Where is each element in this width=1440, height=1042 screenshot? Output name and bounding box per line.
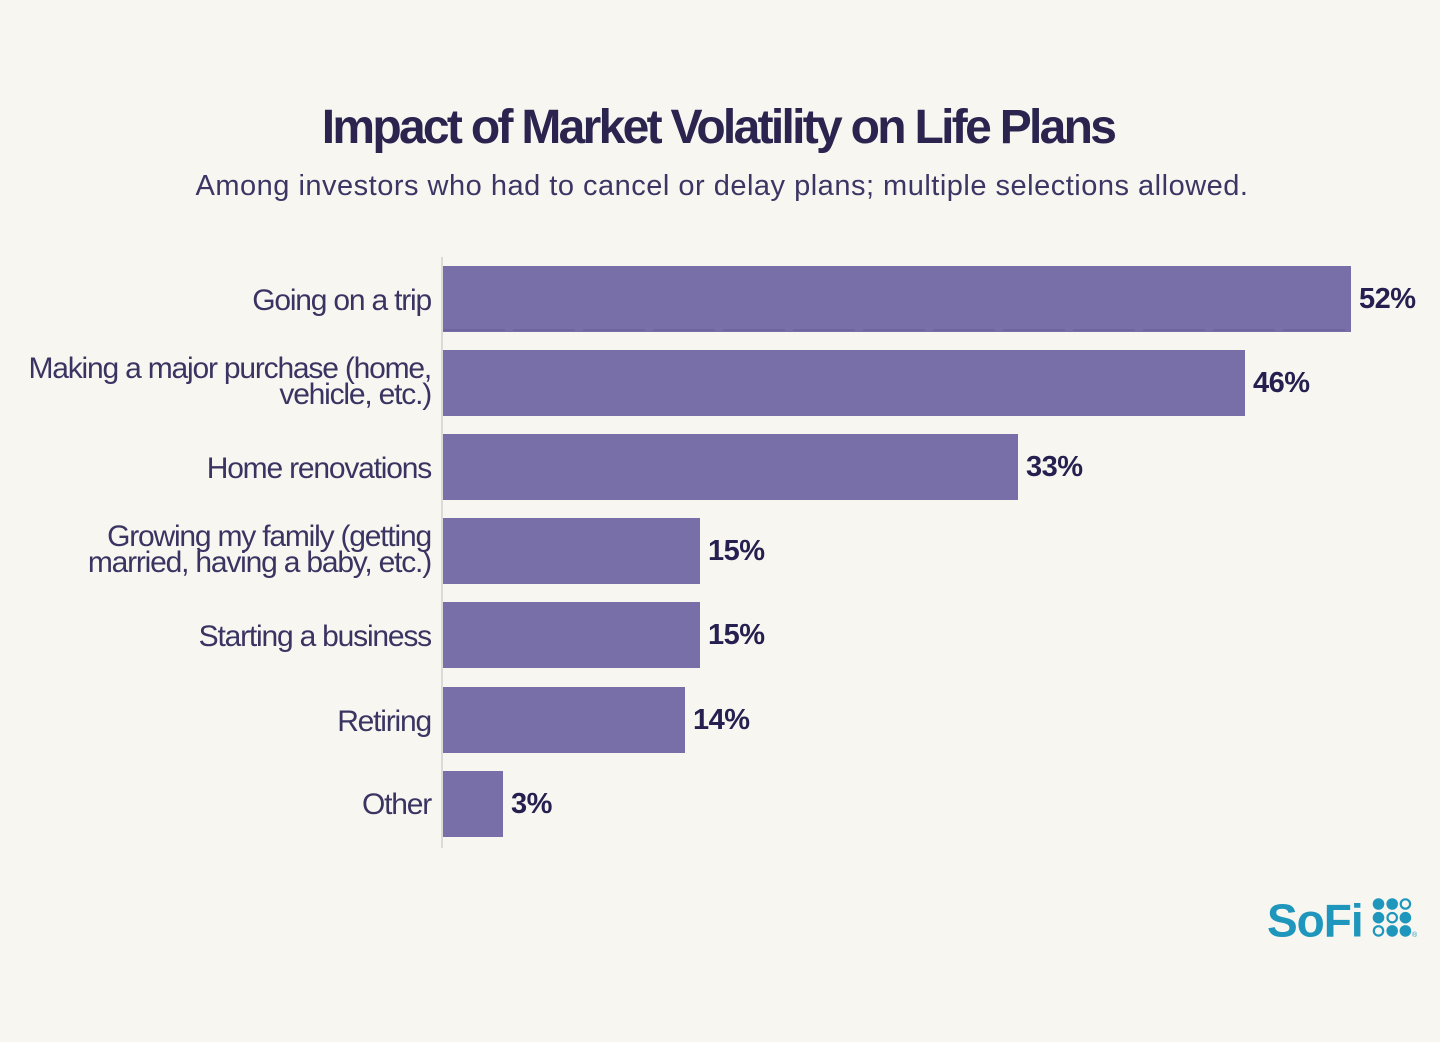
svg-text:SoFi: SoFi — [1267, 895, 1363, 947]
svg-text:®: ® — [1412, 931, 1418, 939]
